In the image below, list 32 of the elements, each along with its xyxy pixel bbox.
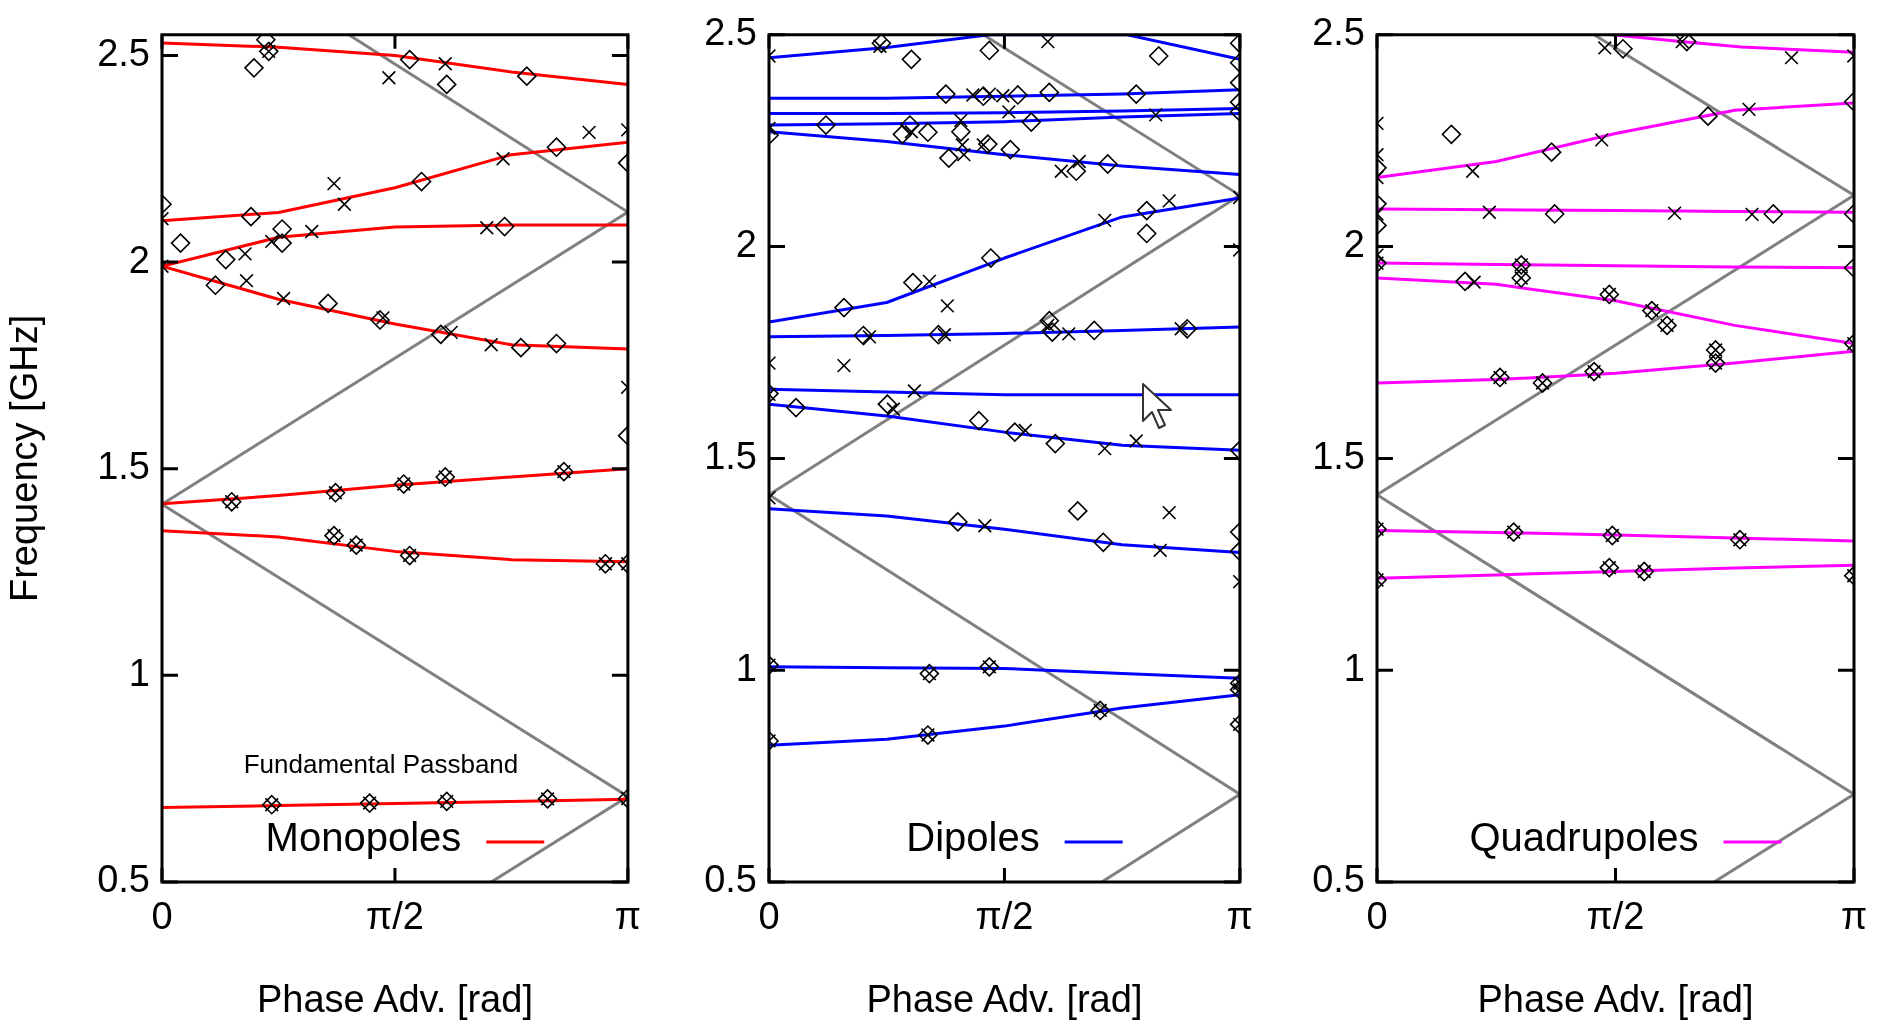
x-tick-label: π — [614, 895, 641, 938]
x-tick-label: 0 — [151, 895, 173, 938]
y-tick-label: 2 — [1343, 223, 1365, 266]
y-axis-title: Frequency [GHz] — [3, 314, 46, 603]
legend-label: Dipoles — [906, 815, 1040, 860]
x-axis-title: Phase Adv. [rad] — [1477, 977, 1754, 1020]
x-tick-label: π/2 — [1586, 895, 1645, 938]
y-tick-label: 0.5 — [1312, 858, 1365, 901]
legend-label: Monopoles — [265, 815, 462, 860]
legend-label: Quadrupoles — [1469, 815, 1699, 860]
y-tick-label: 2.5 — [704, 11, 757, 54]
annotation: Fundamental Passband — [243, 749, 519, 780]
x-tick-label: 0 — [1366, 895, 1388, 938]
x-axis-title: Phase Adv. [rad] — [256, 977, 533, 1020]
y-tick-label: 1.5 — [704, 434, 757, 477]
x-tick-label: π/2 — [365, 895, 424, 938]
x-tick-label: π — [1226, 895, 1253, 938]
x-axis-title: Phase Adv. [rad] — [866, 977, 1143, 1020]
y-tick-label: 1.5 — [97, 445, 150, 488]
y-tick-label: 1.5 — [1312, 434, 1365, 477]
y-tick-label: 1 — [735, 646, 757, 689]
y-tick-label: 2 — [735, 223, 757, 266]
x-tick-label: π/2 — [975, 895, 1034, 938]
y-tick-label: 1 — [1343, 646, 1365, 689]
y-tick-label: 2.5 — [1312, 11, 1365, 54]
y-tick-label: 2 — [128, 238, 150, 281]
y-tick-label: 2.5 — [97, 31, 150, 74]
x-tick-label: 0 — [758, 895, 780, 938]
x-tick-label: π — [1840, 895, 1868, 938]
y-tick-label: 0.5 — [704, 858, 757, 901]
y-tick-label: 1 — [128, 651, 150, 694]
y-tick-label: 0.5 — [97, 858, 150, 901]
